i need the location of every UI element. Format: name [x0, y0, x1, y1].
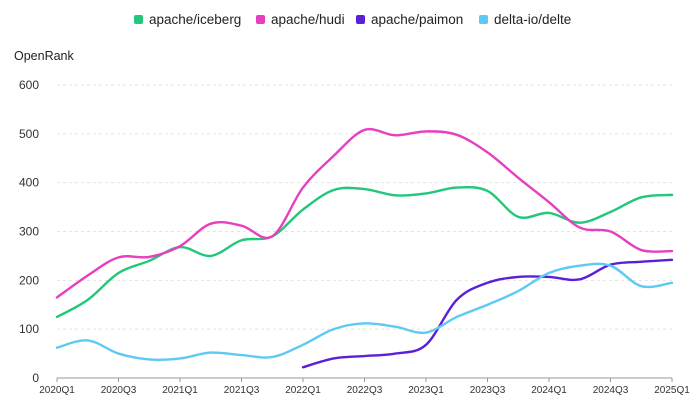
legend-item-paimon[interactable]: apache/paimon — [356, 12, 463, 27]
y-tick-label: 100 — [19, 322, 39, 336]
legend-label: delta-io/delte — [494, 12, 572, 27]
series-line-hudi — [55, 127, 674, 299]
legend-swatch — [256, 15, 265, 24]
series-lines — [55, 127, 674, 369]
x-tick-label: 2020Q1 — [39, 385, 75, 396]
x-axis-ticks: 2020Q1 2020Q3 2021Q1 2021Q3 2022Q1 2022Q3 2023… — [39, 378, 690, 396]
x-tick-label: 2020Q3 — [101, 385, 137, 396]
y-tick-label: 600 — [19, 78, 39, 92]
x-tick-label: 2024Q3 — [593, 385, 629, 396]
grid-lines — [57, 84, 672, 330]
x-tick-label: 2022Q1 — [285, 385, 321, 396]
legend: apache/iceberg apache/hudi apache/paimon… — [0, 12, 700, 34]
series-line-paimon — [301, 258, 674, 369]
legend-swatch — [479, 15, 488, 24]
x-tick-label: 2021Q1 — [162, 385, 198, 396]
x-tick-label: 2024Q1 — [531, 385, 567, 396]
legend-label: apache/iceberg — [149, 12, 242, 27]
y-tick-label: 200 — [19, 273, 39, 287]
y-tick-label: 0 — [32, 371, 39, 385]
legend-swatch — [134, 15, 143, 24]
y-axis-title: OpenRank — [14, 49, 74, 63]
y-tick-label: 400 — [19, 176, 39, 190]
legend-item-hudi[interactable]: apache/hudi — [256, 12, 345, 27]
x-tick-label: 2023Q1 — [408, 385, 444, 396]
legend-label: apache/paimon — [371, 12, 464, 27]
x-tick-label: 2022Q3 — [347, 385, 383, 396]
legend-item-iceberg[interactable]: apache/iceberg — [134, 12, 241, 27]
y-tick-label: 300 — [19, 225, 39, 239]
x-tick-label: 2023Q3 — [470, 385, 506, 396]
series-line-delte — [55, 262, 674, 361]
x-tick-label: 2025Q1 — [654, 385, 690, 396]
legend-label: apache/hudi — [271, 12, 345, 27]
y-tick-label: 500 — [19, 127, 39, 141]
x-tick-label: 2021Q3 — [224, 385, 260, 396]
legend-swatch — [356, 15, 365, 24]
series-line-iceberg — [55, 185, 674, 319]
legend-item-delta[interactable]: delta-io/delte — [479, 12, 571, 27]
y-axis-ticks: 0 100 200 300 400 500 600 — [19, 78, 39, 385]
